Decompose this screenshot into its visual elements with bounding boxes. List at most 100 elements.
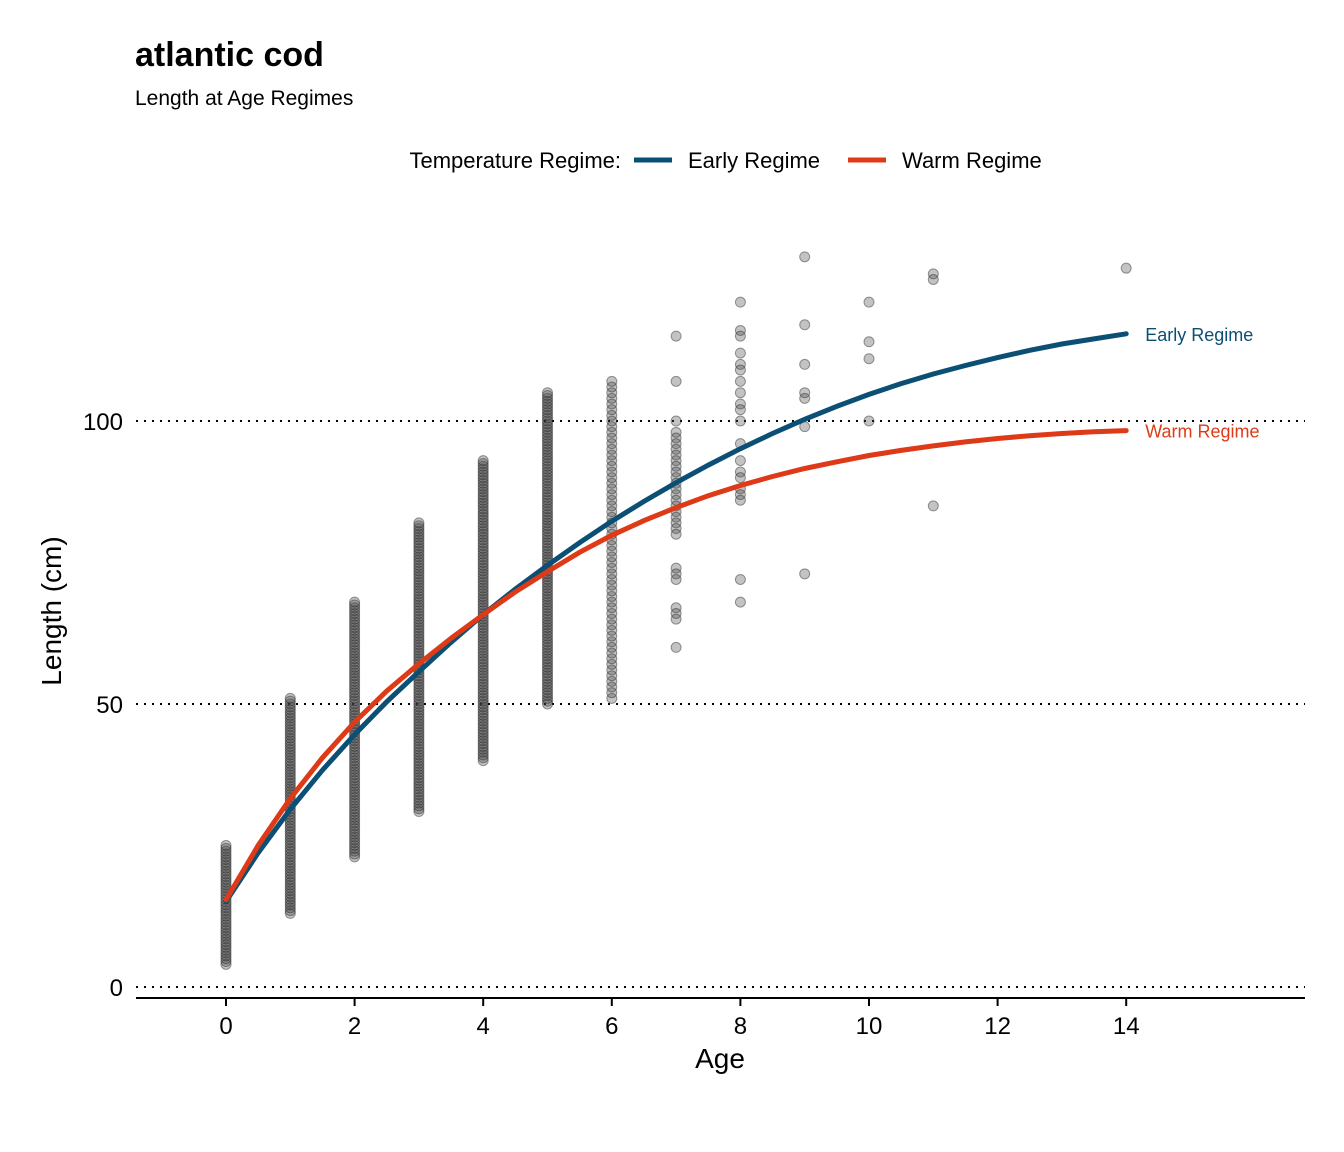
data-point xyxy=(349,755,361,767)
data-point xyxy=(542,520,553,532)
data-point xyxy=(220,930,232,942)
data-point xyxy=(542,523,553,535)
data-point xyxy=(220,919,232,931)
data-point xyxy=(349,834,361,846)
data-point xyxy=(349,746,361,758)
data-point xyxy=(477,469,489,481)
data-point xyxy=(477,576,489,588)
data-point xyxy=(606,375,618,387)
data-point xyxy=(413,690,425,702)
data-point xyxy=(542,644,553,656)
data-point xyxy=(606,692,618,704)
data-point xyxy=(349,605,361,617)
data-point xyxy=(477,622,489,634)
data-point xyxy=(349,797,361,809)
data-point xyxy=(349,641,361,653)
data-point xyxy=(477,729,489,741)
data-point xyxy=(220,927,232,939)
data-point xyxy=(284,763,296,775)
data-point xyxy=(477,599,489,611)
data-point xyxy=(542,494,553,506)
data-point xyxy=(349,740,361,752)
data-point xyxy=(670,511,682,523)
data-point xyxy=(542,616,553,628)
data-point xyxy=(413,695,425,707)
data-point xyxy=(606,443,618,455)
data-point xyxy=(606,590,618,602)
data-point xyxy=(477,755,489,767)
data-point xyxy=(542,636,553,648)
data-point xyxy=(349,616,361,628)
end-label-early-regime: Early Regime xyxy=(1145,325,1253,345)
data-point xyxy=(284,706,296,718)
data-point xyxy=(413,806,425,818)
data-point xyxy=(284,907,296,919)
data-point xyxy=(284,840,296,851)
data-point xyxy=(413,786,425,798)
data-point xyxy=(477,667,489,679)
data-point xyxy=(284,760,296,772)
data-point xyxy=(477,472,489,484)
data-point xyxy=(670,375,682,387)
data-point xyxy=(477,463,489,475)
data-point xyxy=(349,791,361,803)
data-point xyxy=(477,740,489,752)
data-point xyxy=(349,749,361,761)
data-point xyxy=(542,395,553,407)
data-point xyxy=(542,678,553,690)
data-point xyxy=(542,472,553,484)
data-point xyxy=(606,415,618,427)
data-point xyxy=(670,449,682,461)
data-point xyxy=(606,545,618,557)
data-point xyxy=(542,446,553,458)
data-point xyxy=(542,684,553,696)
data-point xyxy=(670,443,682,455)
data-point xyxy=(670,641,682,653)
data-point xyxy=(284,882,296,894)
data-point xyxy=(413,769,425,781)
data-point xyxy=(413,772,425,784)
data-point xyxy=(220,865,232,877)
data-point xyxy=(413,704,425,716)
data-point xyxy=(542,656,553,668)
data-point xyxy=(413,794,425,806)
data-point xyxy=(670,523,682,535)
data-point xyxy=(477,706,489,718)
data-point xyxy=(413,789,425,801)
data-point xyxy=(477,554,489,566)
data-point xyxy=(413,523,425,535)
data-point xyxy=(413,746,425,758)
data-point xyxy=(477,619,489,631)
data-point xyxy=(606,675,618,687)
data-point xyxy=(349,675,361,687)
data-point xyxy=(413,545,425,557)
data-point xyxy=(349,692,361,704)
data-point xyxy=(413,624,425,636)
data-point xyxy=(734,472,746,484)
data-point xyxy=(220,950,232,962)
data-point xyxy=(413,627,425,639)
gridlines xyxy=(136,420,1305,988)
data-point xyxy=(413,791,425,803)
data-point xyxy=(220,907,232,919)
data-point xyxy=(413,582,425,594)
data-point xyxy=(413,740,425,752)
data-point xyxy=(349,772,361,784)
data-point xyxy=(413,605,425,617)
data-point xyxy=(413,585,425,597)
data-point xyxy=(413,675,425,687)
data-point xyxy=(606,562,618,574)
data-point xyxy=(349,814,361,826)
data-point xyxy=(542,650,553,662)
data-point xyxy=(349,630,361,642)
data-point xyxy=(413,749,425,761)
data-point xyxy=(220,845,232,857)
data-point xyxy=(284,769,296,781)
data-point xyxy=(349,837,361,849)
data-point xyxy=(413,542,425,554)
data-point xyxy=(542,585,553,597)
data-point xyxy=(413,721,425,733)
data-point xyxy=(606,585,618,597)
data-point xyxy=(413,706,425,718)
data-point xyxy=(349,803,361,815)
